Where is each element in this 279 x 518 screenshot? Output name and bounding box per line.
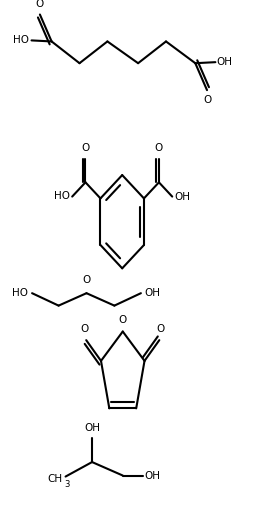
Text: O: O [35,0,43,9]
Text: O: O [82,275,91,285]
Text: O: O [155,143,163,153]
Text: O: O [204,95,212,106]
Text: OH: OH [84,423,100,433]
Text: OH: OH [175,192,191,202]
Text: O: O [80,324,89,334]
Text: OH: OH [217,57,233,67]
Text: HO: HO [13,35,30,46]
Text: CH: CH [47,473,62,484]
Text: O: O [157,324,165,334]
Text: O: O [119,315,127,325]
Text: 3: 3 [64,480,69,490]
Text: O: O [81,143,90,153]
Text: OH: OH [145,288,161,298]
Text: HO: HO [54,191,69,200]
Text: HO: HO [12,288,28,298]
Text: OH: OH [144,470,160,481]
